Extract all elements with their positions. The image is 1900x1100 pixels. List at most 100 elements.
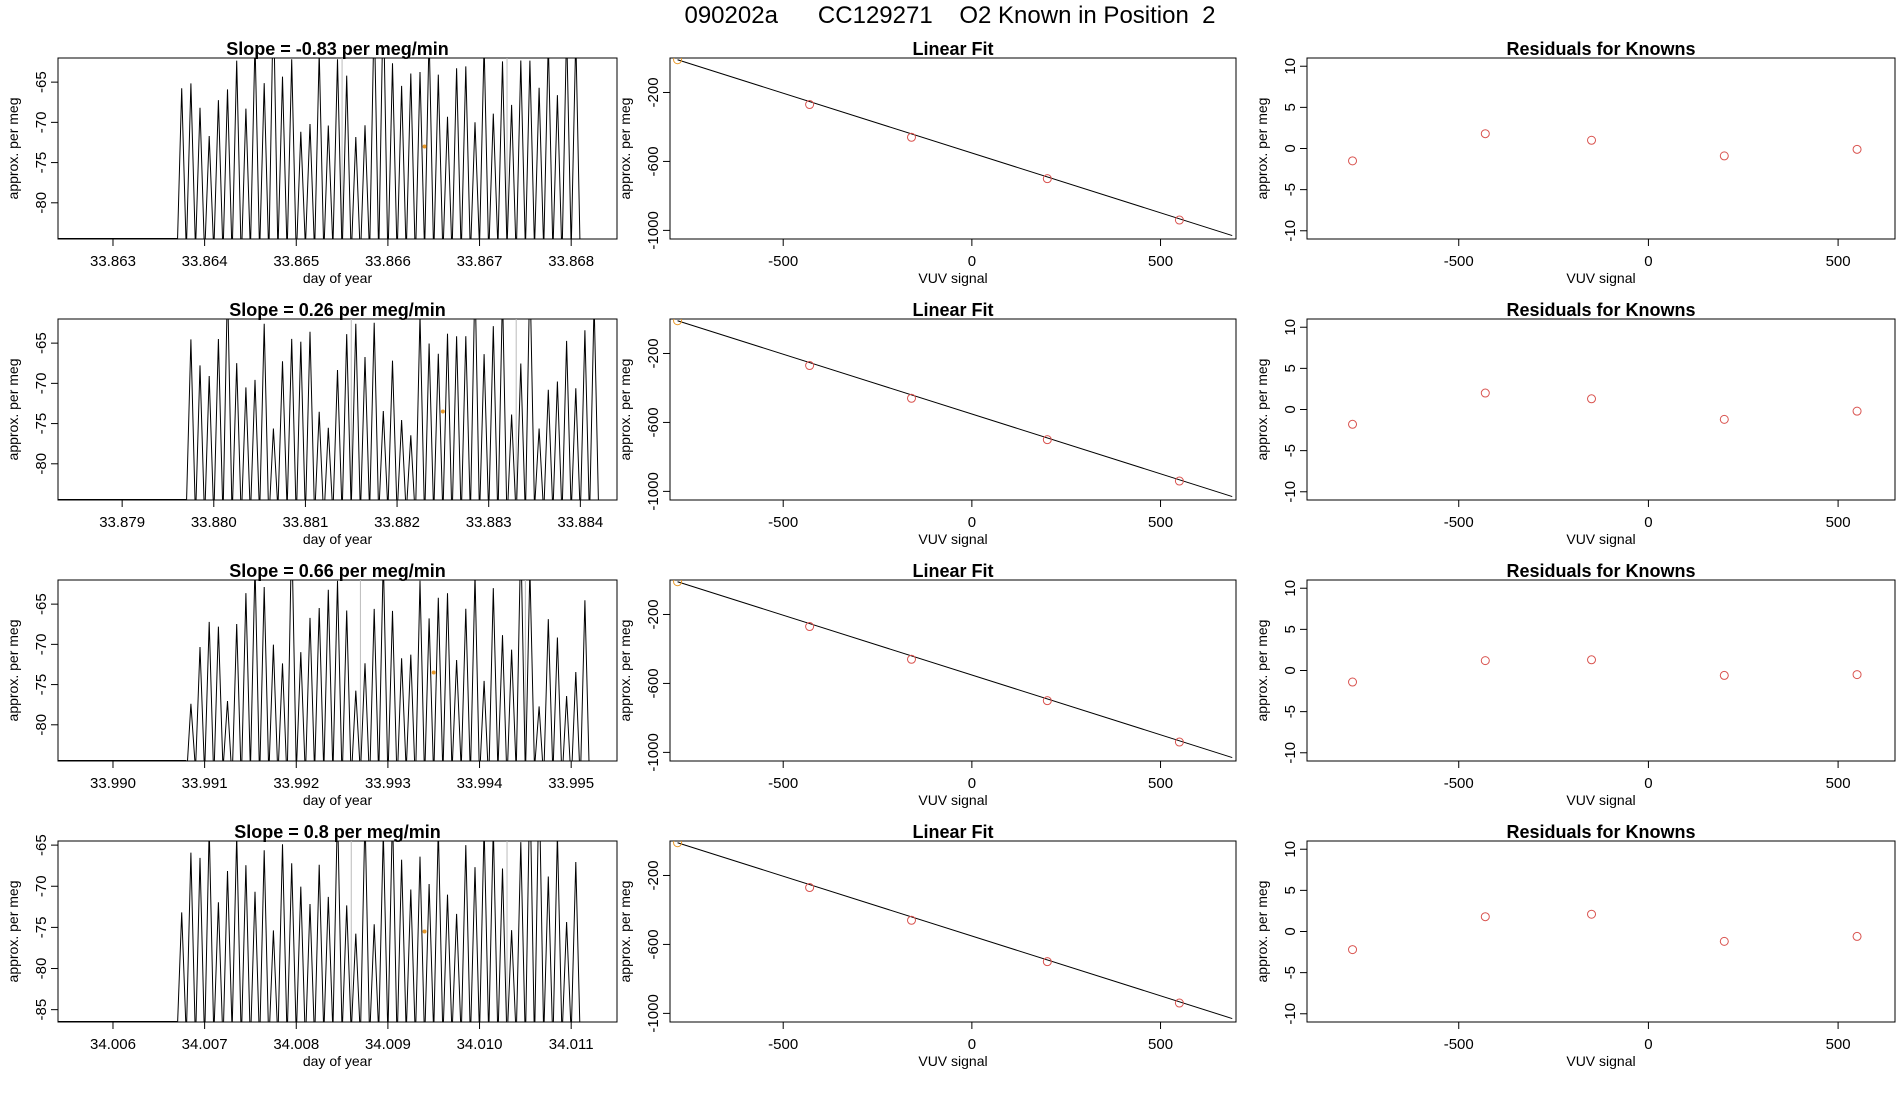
x-axis-label: day of year [303, 531, 373, 547]
standard-point [673, 58, 683, 65]
y-tick-label: -1000 [645, 733, 662, 771]
x-tick-label: 0 [968, 514, 976, 531]
signal-trace [177, 841, 581, 1022]
x-tick-label: 0 [968, 775, 976, 792]
known-point [906, 654, 916, 664]
plot-area [673, 58, 1233, 237]
x-tick-label: 33.884 [557, 514, 603, 531]
fit-line [677, 59, 1233, 237]
y-axis-label: approx. per meg [5, 620, 21, 722]
known-point [805, 100, 815, 110]
y-tick-label: -200 [645, 338, 662, 368]
chart-panel-11: Linear Fit -500 0 500 -1000 -600 -200 VUV signa… [617, 822, 1237, 1069]
chart-panel-7: Slope = 0.66 per meg/min 33.990 33.991 33.9… [5, 561, 618, 808]
x-tick-label: 34.011 [549, 1036, 594, 1053]
plot-frame [57, 57, 618, 240]
known-point [906, 393, 916, 403]
y-tick-label: -1000 [645, 211, 662, 249]
y-tick-label: -75 [33, 917, 50, 939]
residual-point [1719, 151, 1729, 161]
y-tick-label: -65 [33, 834, 50, 856]
chart-panel-8: Linear Fit -500 0 500 -1000 -600 -200 VUV signa… [617, 561, 1237, 808]
x-tick-label: 500 [1148, 514, 1173, 531]
y-axis-label: approx. per meg [5, 98, 21, 200]
chart-title: Slope = 0.8 per meg/min [234, 822, 441, 842]
x-tick-label: -500 [768, 253, 798, 270]
known-point [1174, 737, 1184, 747]
y-tick-label: -10 [1282, 1003, 1299, 1025]
y-tick-label: 5 [1282, 364, 1299, 372]
y-axis-label: approx. per meg [1254, 98, 1270, 200]
residual-point [1348, 156, 1358, 166]
x-tick-label: 33.868 [548, 253, 594, 270]
x-tick-label: 500 [1826, 514, 1851, 531]
plot-area [1348, 655, 1862, 687]
chart-panel-10: Slope = 0.8 per meg/min 34.006 34.007 34.00… [5, 822, 618, 1069]
x-tick-label: 500 [1148, 775, 1173, 792]
residual-point [1719, 936, 1729, 946]
y-tick-label: -85 [33, 999, 50, 1021]
y-tick-label: 5 [1282, 103, 1299, 111]
y-tick-label: -70 [33, 875, 50, 897]
x-tick-label: 33.879 [99, 514, 145, 531]
plot-area [673, 580, 1233, 759]
chart-title: Slope = 0.26 per meg/min [229, 300, 446, 320]
residual-point [1852, 144, 1862, 154]
standard-point [673, 580, 683, 587]
residual-point [1480, 656, 1490, 666]
known-point [1042, 174, 1052, 184]
y-tick-label: 0 [1282, 666, 1299, 674]
plot-frame [1306, 318, 1896, 501]
y-axis-label: approx. per meg [617, 620, 633, 722]
x-axis-label: VUV signal [1566, 792, 1635, 808]
plot-frame [669, 57, 1237, 240]
x-tick-label: 500 [1826, 1036, 1851, 1053]
x-tick-label: 33.994 [457, 775, 503, 792]
x-tick-label: -500 [768, 775, 798, 792]
x-tick-label: 34.009 [365, 1036, 411, 1053]
standard-point [440, 409, 445, 414]
standard-point [422, 144, 427, 149]
y-tick-label: 10 [1282, 580, 1299, 597]
x-tick-label: -500 [1444, 253, 1474, 270]
known-point [805, 361, 815, 371]
x-tick-label: 34.006 [90, 1036, 136, 1053]
chart-title: Linear Fit [912, 561, 993, 581]
x-tick-label: 500 [1826, 775, 1851, 792]
known-point [1174, 998, 1184, 1008]
plot-area [673, 841, 1233, 1020]
y-tick-label: -70 [33, 373, 50, 395]
plot-area [673, 319, 1233, 498]
x-tick-label: 33.880 [191, 514, 237, 531]
y-axis-label: approx. per meg [5, 881, 21, 983]
x-axis-label: VUV signal [918, 270, 987, 286]
x-tick-label: 0 [968, 253, 976, 270]
chart-panel-3: Residuals for Knowns -500 0 500 -10 -5 0 5 10 VUV… [1254, 39, 1896, 286]
chart-panel-9: Residuals for Knowns -500 0 500 -10 -5 0 5 10 VUV… [1254, 561, 1896, 808]
chart-panel-6: Residuals for Knowns -500 0 500 -10 -5 0 5 10 VUV… [1254, 300, 1896, 547]
residual-point [1480, 129, 1490, 139]
x-tick-label: 34.007 [182, 1036, 228, 1053]
standard-point [431, 670, 436, 675]
x-tick-label: 500 [1148, 253, 1173, 270]
x-tick-label: -500 [768, 514, 798, 531]
y-axis-label: approx. per meg [617, 359, 633, 461]
known-point [805, 883, 815, 893]
chart-title: Linear Fit [912, 39, 993, 59]
x-tick-label: 0 [968, 1036, 976, 1053]
y-tick-label: -5 [1282, 444, 1299, 457]
plot-frame [57, 840, 618, 1023]
y-tick-label: -5 [1282, 183, 1299, 196]
signal-trace [186, 319, 599, 500]
residual-point [1852, 931, 1862, 941]
y-tick-label: -65 [33, 593, 50, 615]
y-tick-label: -75 [33, 152, 50, 174]
y-tick-label: -200 [645, 77, 662, 107]
x-axis-label: VUV signal [918, 792, 987, 808]
x-tick-label: 33.866 [365, 253, 411, 270]
x-tick-label: 33.864 [182, 253, 228, 270]
y-tick-label: -600 [645, 407, 662, 437]
residual-point [1852, 406, 1862, 416]
residual-point [1719, 414, 1729, 424]
signal-trace [186, 580, 590, 761]
